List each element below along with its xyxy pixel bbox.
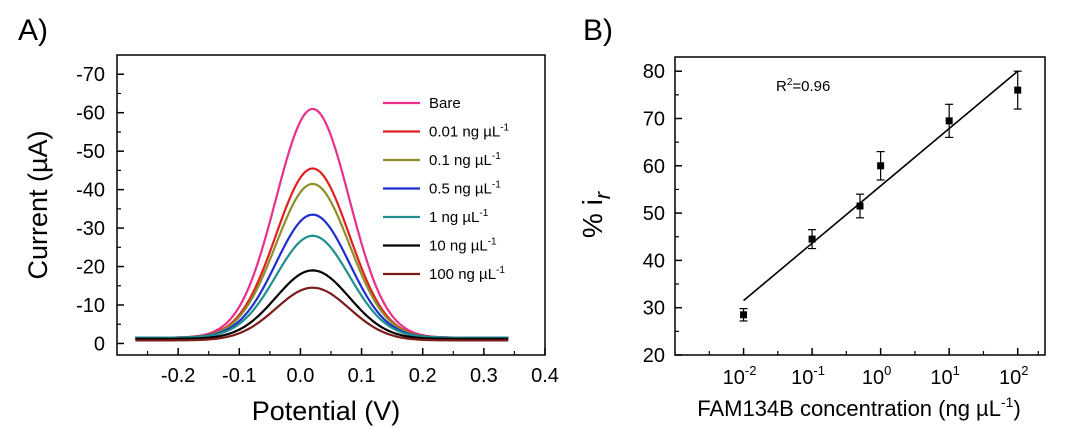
x-tick-label: 10-2 [723,363,757,389]
legend-label: Bare [429,95,461,112]
data-point [945,117,953,125]
data-point [740,311,748,319]
panel-a: A) -0.2 -0.1 0.0 0.1 0.2 0.3 0.40-10-20-30-40-… [18,14,559,426]
fit-line [743,70,1019,302]
panel-b-ticks: 10-2 10-1 100 101 102 20 30 40 50 60 70 80 [643,61,1039,389]
x-tick-label: -0.2 [161,365,195,387]
panel-b-y-axis-title: % ir [577,190,615,238]
panel-b-data [739,70,1022,322]
panel-a-legend: Bare 0.01 ng µL-1 0.1 ng µL-1 0.5 ng µL-1 1 … [383,95,510,283]
panel-a-label: A) [18,14,48,47]
data-point [856,202,864,210]
panel-a-curves [135,107,509,342]
y-tick-label: -20 [76,257,105,279]
panel-b-r2-annotation: R2=0.96 [776,77,830,95]
panel-b-x-axis-title: FAM134B concentration (ng µL-1) [697,394,1021,421]
x-tick-label: 0.4 [531,365,559,387]
data-point [1014,86,1022,94]
panel-a-series-line [135,182,509,339]
panel-a-x-axis-title: Potential (V) [252,396,401,426]
legend-label: 0.1 ng µL-1 [429,151,501,169]
y-tick-label: 70 [643,108,665,130]
panel-a-series-line [135,286,509,342]
panel-a-y-axis-title: Current (µA) [23,130,53,279]
x-tick-label: 0.2 [409,365,437,387]
y-tick-label: -30 [76,218,105,240]
y-tick-label: -70 [76,64,105,86]
panel-b-label: B) [583,14,613,47]
x-tick-label: -0.1 [222,365,256,387]
x-tick-label: 0.1 [348,365,376,387]
panel-a-series-line [135,269,509,340]
y-tick-label: 50 [643,203,665,225]
y-tick-label: 0 [94,333,105,355]
x-tick-label: 0.0 [287,365,315,387]
legend-label: 10 ng µL-1 [429,237,497,255]
legend-label: 0.5 ng µL-1 [429,180,501,198]
panel-b: B) 10-2 10-1 100 101 102 20 30 40 50 60 70 80 R2=0.… [577,14,1046,421]
legend-label: 1 ng µL-1 [429,208,489,226]
panel-a-ticks: -0.2 -0.1 0.0 0.1 0.2 0.3 0.4 0 -10 -20 -30 -40 -50 -… [76,64,559,387]
x-tick-label: 0.3 [470,365,498,387]
y-tick-label: 40 [643,250,665,272]
y-tick-label: -60 [76,103,105,125]
y-tick-label: 60 [643,156,665,178]
y-tick-label: -10 [76,295,105,317]
panel-a-series-line [135,234,509,339]
data-point [877,162,885,170]
panel-b-plot-frame [674,56,1046,356]
legend-label: 100 ng µL-1 [429,265,505,283]
data-point [808,235,816,243]
y-tick-label: -50 [76,141,105,163]
legend-label: 0.01 ng µL-1 [429,123,510,141]
y-tick-label: 30 [643,298,665,320]
x-tick-label: 100 [862,363,891,389]
x-tick-label: 10-1 [791,363,825,389]
y-tick-label: -40 [76,180,105,202]
y-tick-label: 20 [643,345,665,367]
x-tick-label: 101 [930,363,959,389]
x-tick-label: 102 [999,363,1028,389]
panel-a-plot-frame [116,54,546,356]
y-tick-label: 80 [643,61,665,83]
